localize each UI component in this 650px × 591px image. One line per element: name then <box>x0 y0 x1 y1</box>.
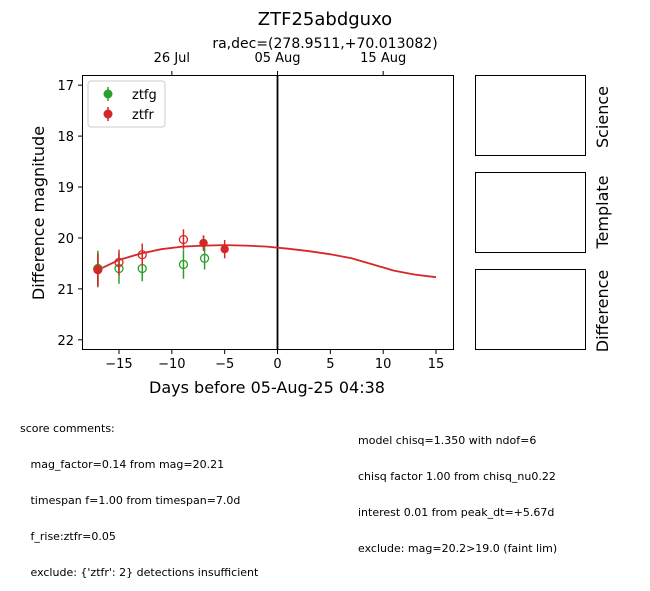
score-comment-line: f_rise:ztfr=0.05 <box>20 530 116 543</box>
legend-marker-ztfr <box>103 107 113 121</box>
lightcurve-figure: ZTF25abdguxo ra,dec=(278.9511,+70.013082… <box>29 9 612 397</box>
legend-marker-ztfg <box>103 87 113 101</box>
template-image-panel <box>475 172 586 253</box>
x-tick-label: 10 <box>375 357 392 372</box>
chart-title: ZTF25abdguxo <box>258 9 392 30</box>
model-comment-line: model chisq=1.350 with ndof=6 <box>358 434 537 447</box>
x-tick-label: −10 <box>158 357 185 372</box>
difference-image-panel <box>475 269 586 350</box>
y-tick-label: 20 <box>57 232 74 247</box>
side-panel-science: Science <box>475 75 612 156</box>
model-comment-line: exclude: mag=20.2>19.0 (faint lim) <box>358 542 558 555</box>
science-panel-label: Science <box>593 86 612 148</box>
y-tick-label: 19 <box>57 181 74 196</box>
plot-frame <box>82 75 454 350</box>
chart-subtitle: ra,dec=(278.9511,+70.013082) <box>212 36 437 52</box>
top-axis-tick-label: 26 Jul <box>154 51 190 66</box>
y-tick-label: 21 <box>57 283 74 298</box>
ztfr-open-point <box>114 257 124 268</box>
ztfr-detection-point <box>199 238 208 248</box>
difference-panel-label: Difference <box>593 270 612 352</box>
model-comment-line: interest 0.01 from peak_dt=+5.67d <box>358 506 555 519</box>
x-tick-label: 15 <box>428 357 445 372</box>
y-tick-label: 18 <box>57 130 74 145</box>
x-tick-label: 0 <box>273 357 281 372</box>
ztfr-detection-point <box>93 265 103 275</box>
side-panel-template: Template <box>475 172 612 253</box>
ztfr-open-point <box>137 250 147 260</box>
top-axis-tick-label: 15 Aug <box>360 51 406 66</box>
x-tick-label: −5 <box>215 357 234 372</box>
ztfg-open-point <box>199 253 210 263</box>
score-comment-line: exclude: {'ztfr': 2} detections insuffic… <box>20 566 259 579</box>
ztfr-detection-point <box>220 244 229 254</box>
science-image-panel <box>475 75 586 156</box>
model-comments: model chisq=1.350 with ndof=6 chisq fact… <box>358 411 557 567</box>
y-axis-label: Difference magnitude <box>29 126 48 300</box>
score-comments: score comments: mag_factor=0.14 from mag… <box>20 399 258 591</box>
x-tick-label: 5 <box>326 357 334 372</box>
legend: ztfg ztfr <box>87 80 166 128</box>
score-comment-line: score comments: <box>20 422 115 435</box>
model-comment-line: chisq factor 1.00 from chisq_nu0.22 <box>358 470 556 483</box>
y-tick-label: 22 <box>57 334 74 349</box>
template-panel-label: Template <box>593 175 612 249</box>
top-axis-tick-label: 05 Aug <box>254 51 300 66</box>
legend-label-ztfr: ztfr <box>132 108 154 123</box>
y-tick-label: 17 <box>57 79 74 94</box>
ztfg-open-point <box>178 259 189 270</box>
score-comment-line: timespan f=1.00 from timespan=7.0d <box>20 494 241 507</box>
score-comment-line: mag_factor=0.14 from mag=20.21 <box>20 458 225 471</box>
model-fit-curve <box>97 244 437 279</box>
x-axis-label: Days before 05-Aug-25 04:38 <box>149 378 385 397</box>
legend-label-ztfg: ztfg <box>132 88 157 103</box>
x-tick-label: −15 <box>105 357 132 372</box>
side-panel-difference: Difference <box>475 269 612 352</box>
ztfr-open-point <box>178 234 189 245</box>
